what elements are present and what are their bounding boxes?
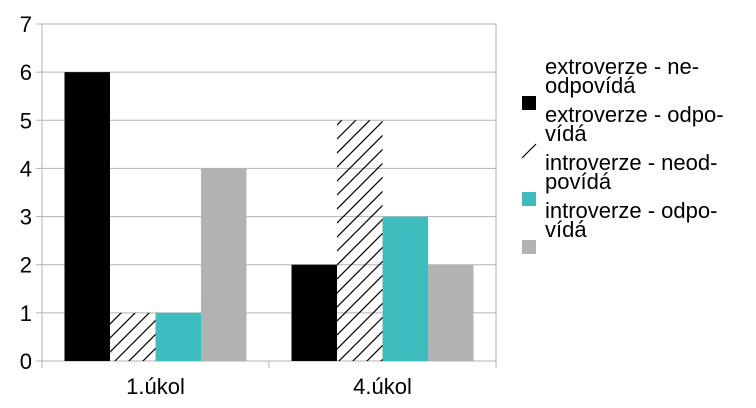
bars: [64, 72, 474, 362]
y-tick-label: 0: [20, 349, 32, 374]
bar-series-3-category-1: [155, 312, 201, 361]
x-tick-label: 1.úkol: [126, 374, 185, 399]
legend-item-3: introverze - neod-povídá: [522, 150, 717, 206]
bar-series-1-category-2: [291, 264, 337, 361]
legend-label-line: extroverze - odpo-: [545, 102, 724, 127]
legend-label-line: introverze - odpo-: [545, 198, 717, 223]
x-tick-label: 4.úkol: [353, 374, 412, 399]
legend-key-swatch: [522, 240, 536, 254]
legend-label-line: extroverze - ne-: [545, 54, 699, 79]
bar-series-4-category-2: [428, 264, 474, 361]
legend-item-1: extroverze - ne-odpovídá: [522, 54, 699, 110]
legend-key-swatch: [522, 96, 536, 110]
bar-series-4-category-1: [201, 168, 247, 361]
legend-label-line: introverze - neod-: [545, 150, 717, 175]
legend-label-line: povídá: [545, 169, 612, 194]
bar-series-3-category-2: [382, 216, 428, 361]
y-tick-labels: 0 1 2 3 4 5 6 7: [20, 12, 32, 374]
y-tick-label: 2: [20, 253, 32, 278]
y-tick-label: 7: [20, 12, 32, 37]
y-tick-label: 4: [20, 156, 32, 181]
legend-key-hatch: [521, 143, 537, 159]
bar-series-2-category-1: [110, 312, 156, 361]
legend-label-line: vídá: [545, 217, 587, 242]
legend-key-swatch: [522, 192, 536, 206]
bar-series-2-category-2: [337, 120, 383, 362]
y-tick-label: 3: [20, 205, 32, 230]
legend-label-line: vídá: [545, 121, 587, 146]
legend-item-2: extroverze - odpo-vídá: [521, 102, 724, 159]
x-tick-labels: 1.úkol 4.úkol: [126, 374, 412, 399]
y-tick-label: 1: [20, 301, 32, 326]
legend-item-4: introverze - odpo-vídá: [522, 198, 717, 254]
bar-series-1-category-1: [64, 72, 110, 362]
y-tick-label: 6: [20, 60, 32, 85]
y-tick-label: 5: [20, 108, 32, 133]
legend-label-line: odpovídá: [545, 73, 636, 98]
